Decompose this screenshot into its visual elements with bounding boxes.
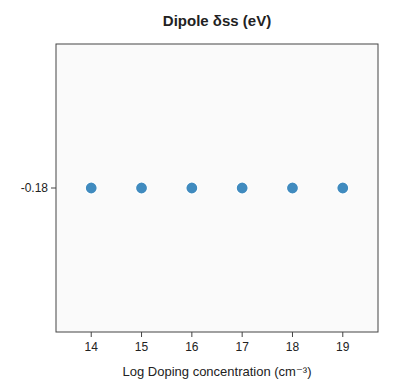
x-tick: [242, 332, 243, 337]
scatter-point: [136, 182, 148, 194]
x-tick-label: 14: [85, 340, 99, 354]
x-tick-label: 15: [135, 340, 149, 354]
points-group: [85, 182, 349, 194]
x-axis-label: Log Doping concentration (cm⁻³): [123, 364, 312, 379]
chart-container: 14 15 16 17 18 19 -0.18 Dipole δss (eV) Log Dopi…: [0, 0, 394, 390]
chart-title: Dipole δss (eV): [163, 12, 271, 29]
scatter-point: [337, 182, 349, 194]
x-tick: [141, 332, 142, 337]
scatter-point: [286, 182, 298, 194]
x-tick: [292, 332, 293, 337]
scatter-point: [85, 182, 97, 194]
x-tick-label: 17: [235, 340, 249, 354]
x-tick-label: 18: [286, 340, 300, 354]
y-tick-label: -0.18: [21, 181, 49, 195]
x-tick: [191, 332, 192, 337]
plot-background: [56, 44, 378, 332]
scatter-point: [236, 182, 248, 194]
chart-svg: 14 15 16 17 18 19 -0.18 Dipole δss (eV) Log Dopi…: [0, 0, 394, 390]
scatter-point: [186, 182, 198, 194]
y-tick: [51, 188, 56, 189]
x-tick-label: 19: [336, 340, 350, 354]
x-tick: [91, 332, 92, 337]
plot-frame: [56, 44, 378, 332]
x-tick: [342, 332, 343, 337]
x-tick-label: 16: [185, 340, 199, 354]
